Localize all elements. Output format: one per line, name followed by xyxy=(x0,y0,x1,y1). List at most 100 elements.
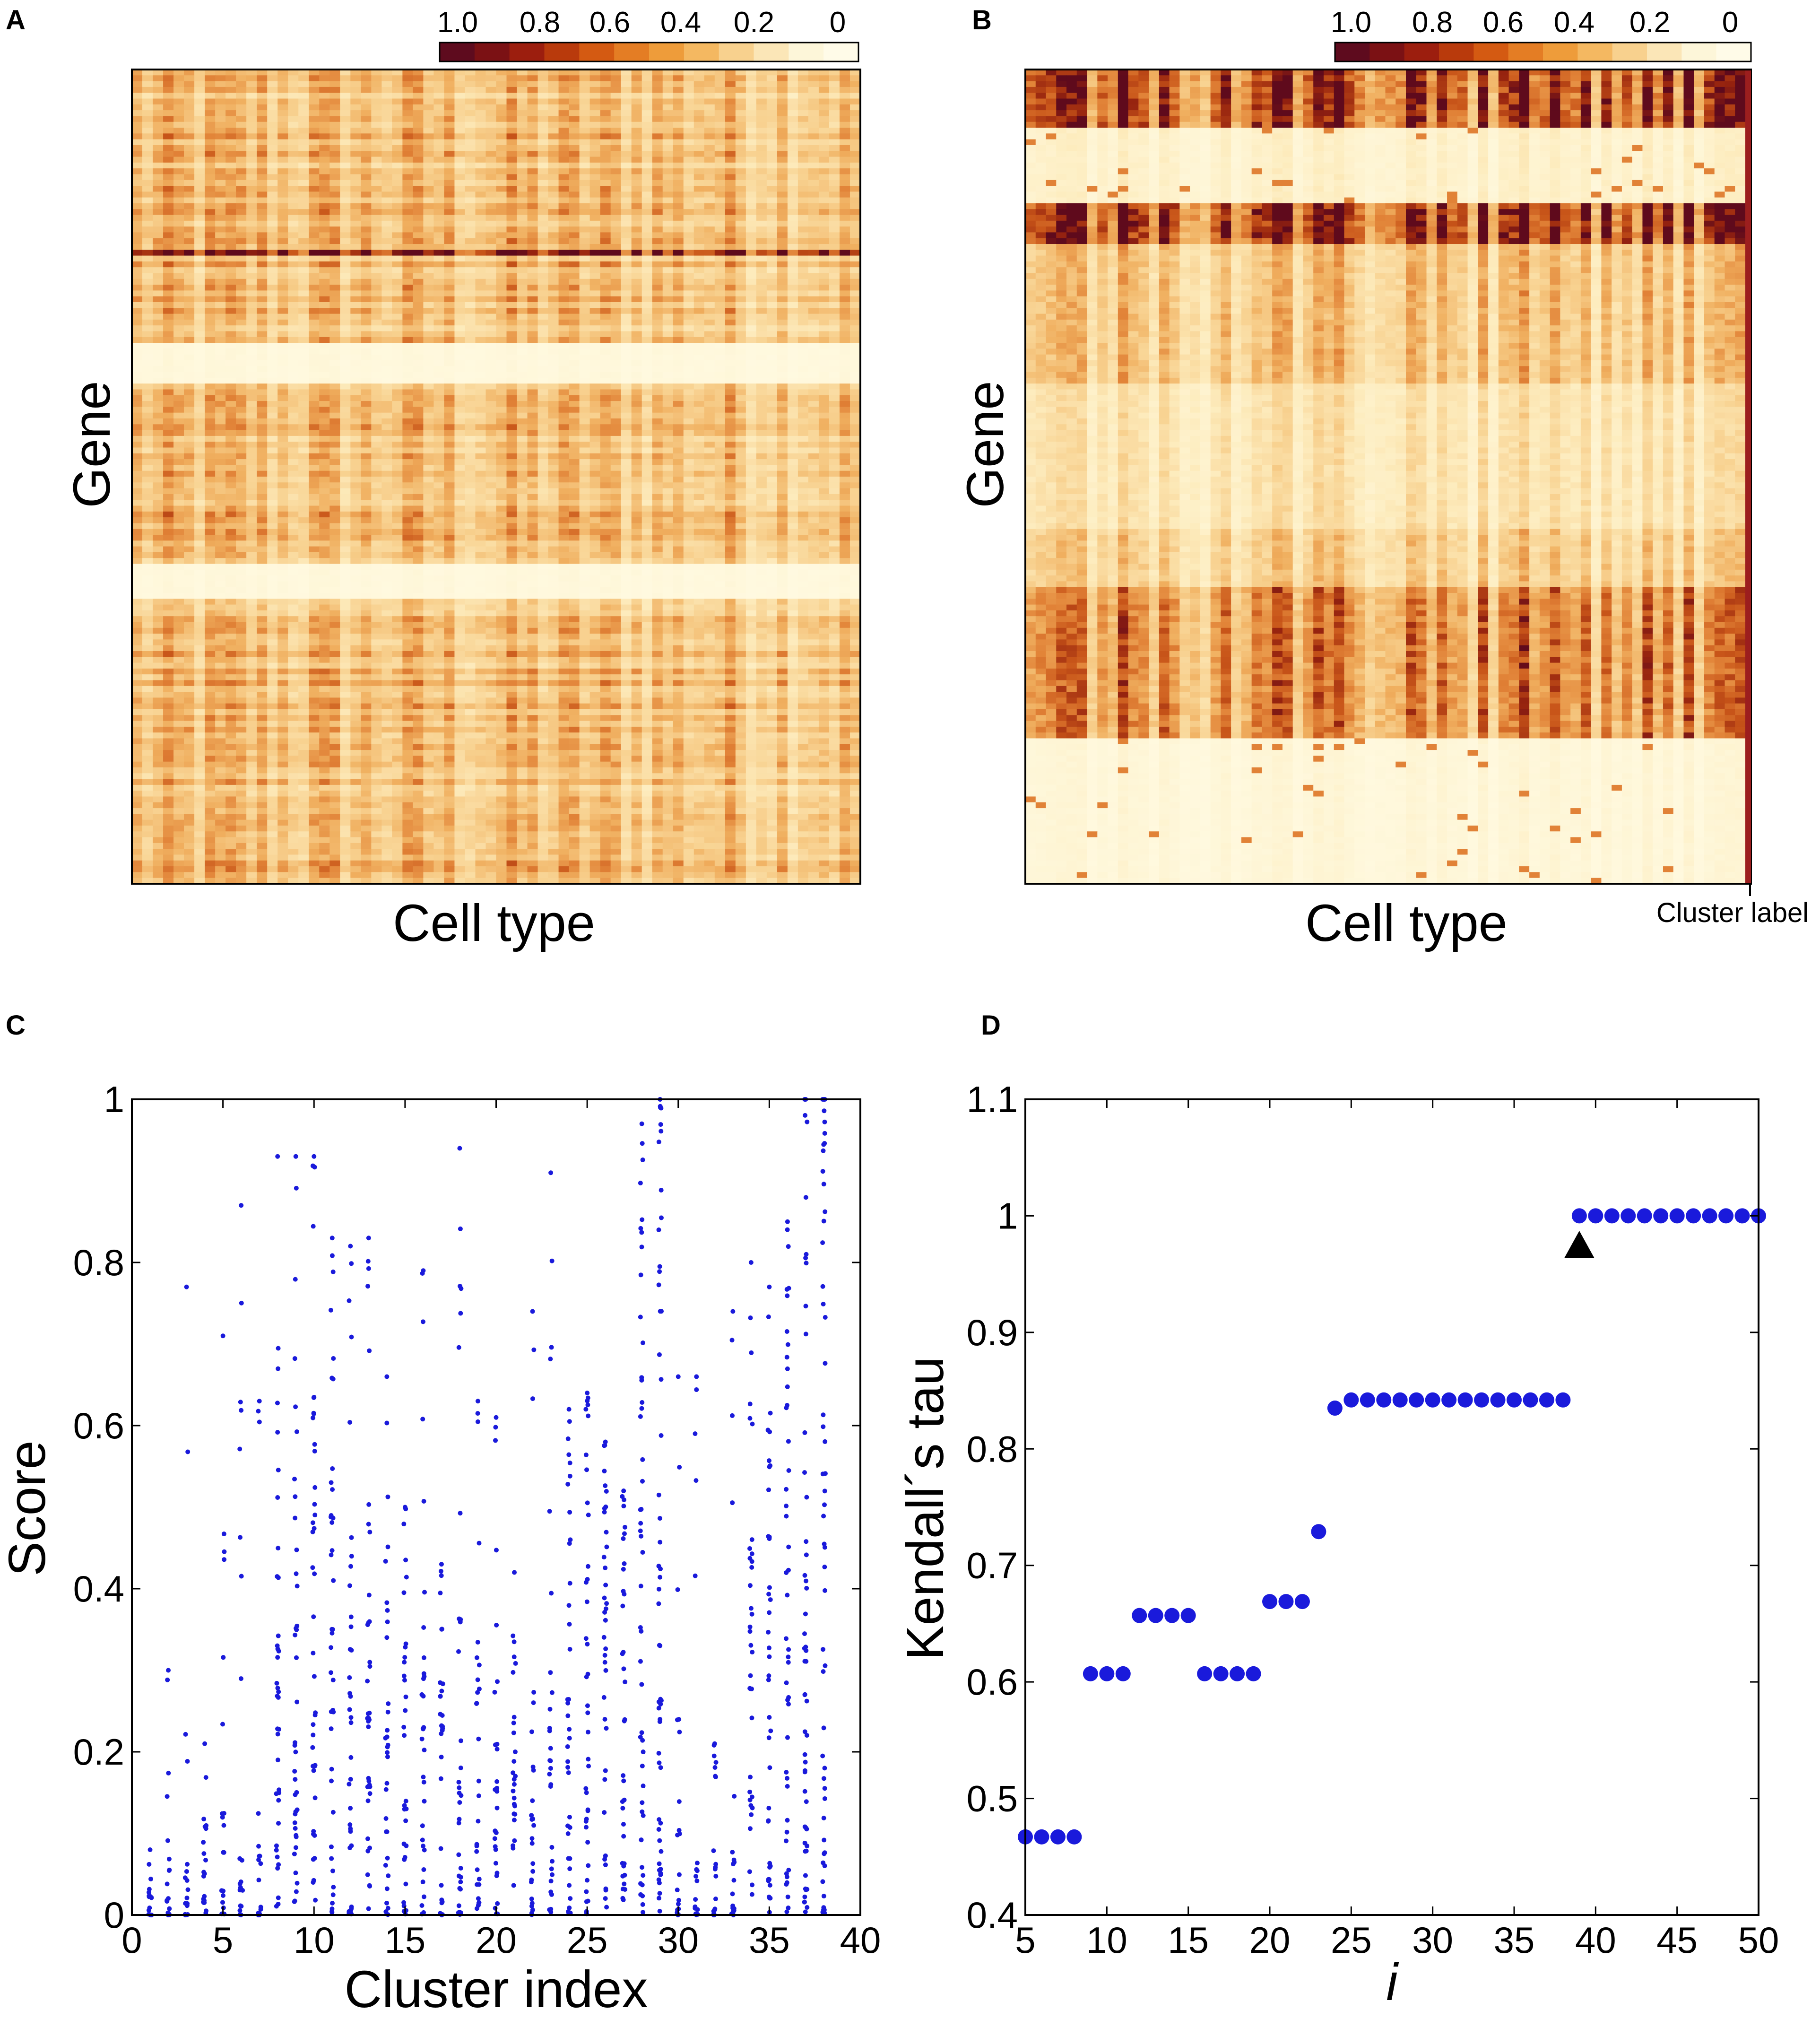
heatmap-a-cell xyxy=(704,221,715,227)
heatmap-a-cell xyxy=(808,267,819,273)
heatmap-a-cell xyxy=(173,104,184,111)
heatmap-a-cell xyxy=(798,238,809,244)
heatmap-a-cell xyxy=(340,87,351,93)
heatmap-a-cell xyxy=(517,256,528,262)
heatmap-a-cell xyxy=(132,128,143,134)
heatmap-a-cell xyxy=(528,198,538,204)
heatmap-a-cell xyxy=(788,104,798,111)
heatmap-a-cell xyxy=(246,261,257,268)
heatmap-a-cell xyxy=(808,75,819,81)
heatmap-a-cell xyxy=(153,163,164,169)
heatmap-a-cell xyxy=(413,99,424,105)
heatmap-a-cell xyxy=(819,232,830,238)
heatmap-a-cell xyxy=(298,186,309,192)
heatmap-a-cell xyxy=(153,273,164,279)
heatmap-a-cell xyxy=(725,279,736,285)
heatmap-a-cell xyxy=(184,104,195,111)
heatmap-a-cell xyxy=(309,273,320,279)
heatmap-a-cell xyxy=(413,285,424,291)
heatmap-a-cell xyxy=(361,87,372,93)
heatmap-a-cell xyxy=(642,191,653,198)
heatmap-a-cell xyxy=(402,145,413,151)
heatmap-a-cell xyxy=(288,209,299,215)
heatmap-a-cell xyxy=(808,198,819,204)
heatmap-a-cell xyxy=(257,279,268,285)
heatmap-a-cell xyxy=(454,238,465,244)
heatmap-a-cell xyxy=(153,302,164,308)
heatmap-a-cell xyxy=(173,75,184,81)
heatmap-a-cell xyxy=(694,256,705,262)
heatmap-a-cell xyxy=(840,122,850,128)
heatmap-a-cell xyxy=(465,232,476,238)
heatmap-a-cell xyxy=(361,209,372,215)
heatmap-a-cell xyxy=(246,244,257,250)
heatmap-a-cell xyxy=(694,81,705,87)
heatmap-a-cell xyxy=(319,209,330,215)
heatmap-a-cell xyxy=(236,99,247,105)
heatmap-a-cell xyxy=(528,133,538,139)
heatmap-a-cell xyxy=(257,122,268,128)
heatmap-a-cell xyxy=(153,308,164,314)
heatmap-a-cell xyxy=(725,139,736,146)
heatmap-a-cell xyxy=(246,203,257,209)
heatmap-a-cell xyxy=(715,157,726,163)
heatmap-a-cell xyxy=(194,267,205,273)
heatmap-a-cell xyxy=(298,273,309,279)
heatmap-a-cell xyxy=(715,75,726,81)
heatmap-a-cell xyxy=(642,139,653,146)
heatmap-a-cell xyxy=(194,285,205,291)
colorbar-a-swatch xyxy=(789,43,823,61)
heatmap-a-cell xyxy=(361,75,372,81)
heatmap-a-cell xyxy=(298,244,309,250)
heatmap-a-cell xyxy=(569,290,580,296)
heatmap-a-cell xyxy=(298,168,309,174)
heatmap-a-cell xyxy=(621,93,632,99)
heatmap-a-cell xyxy=(444,75,455,81)
heatmap-a-cell xyxy=(819,157,830,163)
heatmap-a-cell xyxy=(423,244,434,250)
heatmap-a-cell xyxy=(684,221,694,227)
heatmap-a-cell xyxy=(621,186,632,192)
heatmap-a-cell xyxy=(246,198,257,204)
heatmap-a-cell xyxy=(673,145,684,151)
heatmap-a-cell xyxy=(257,128,268,134)
heatmap-a-cell xyxy=(507,308,518,314)
heatmap-a-cell xyxy=(548,256,559,262)
heatmap-a-cell xyxy=(433,116,444,122)
heatmap-a-cell xyxy=(725,250,736,256)
heatmap-a-cell xyxy=(142,168,153,174)
heatmap-a-cell xyxy=(756,180,767,186)
heatmap-a-cell xyxy=(569,261,580,268)
heatmap-a-cell xyxy=(329,273,340,279)
heatmap-a-cell xyxy=(673,122,684,128)
heatmap-a-cell xyxy=(548,174,559,180)
heatmap-a-cell xyxy=(559,308,570,314)
heatmap-a-cell xyxy=(309,139,320,146)
heatmap-a-cell xyxy=(704,145,715,151)
heatmap-a-cell xyxy=(819,163,830,169)
heatmap-a-cell xyxy=(808,209,819,215)
heatmap-a-cell xyxy=(309,198,320,204)
heatmap-a-cell xyxy=(277,157,288,163)
heatmap-a-cell xyxy=(381,238,392,244)
heatmap-a-cell xyxy=(538,244,549,250)
heatmap-a-cell xyxy=(642,290,653,296)
heatmap-a-cell xyxy=(173,151,184,157)
heatmap-a-cell xyxy=(184,139,195,146)
heatmap-a-cell xyxy=(163,250,174,256)
heatmap-a-cell xyxy=(329,290,340,296)
heatmap-a-cell xyxy=(725,168,736,174)
heatmap-a-cell xyxy=(246,180,257,186)
heatmap-a-cell xyxy=(184,128,195,134)
heatmap-a-cell xyxy=(309,168,320,174)
heatmap-a-cell xyxy=(173,99,184,105)
heatmap-a-cell xyxy=(767,110,778,116)
heatmap-a-cell xyxy=(153,186,164,192)
heatmap-a-cell xyxy=(517,168,528,174)
heatmap-a-cell xyxy=(236,209,247,215)
heatmap-a-cell xyxy=(548,285,559,291)
heatmap-a-cell xyxy=(423,87,434,93)
heatmap-a-cell xyxy=(569,75,580,81)
heatmap-a-cell xyxy=(507,186,518,192)
heatmap-a-cell xyxy=(433,250,444,256)
